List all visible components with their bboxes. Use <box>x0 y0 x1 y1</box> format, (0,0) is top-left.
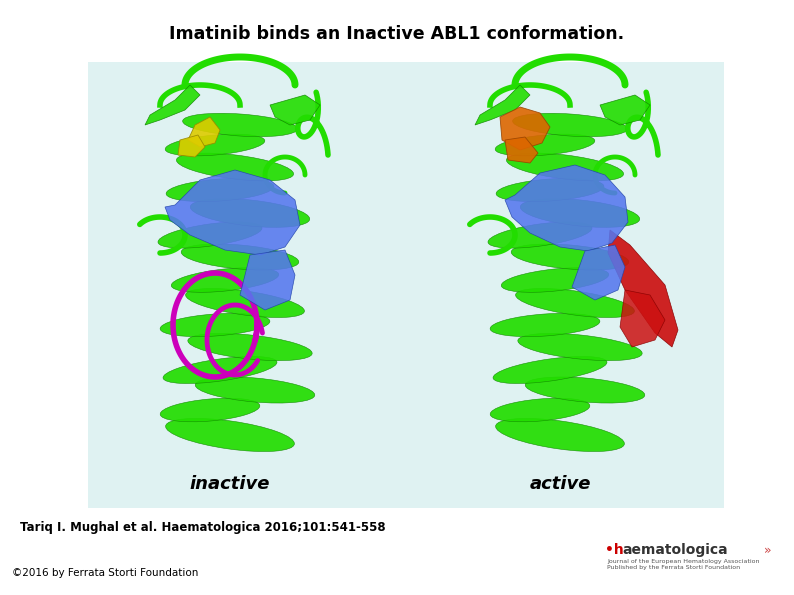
Ellipse shape <box>513 113 627 137</box>
Polygon shape <box>145 85 200 125</box>
Polygon shape <box>475 85 530 125</box>
Polygon shape <box>178 135 205 157</box>
Ellipse shape <box>181 244 299 270</box>
Ellipse shape <box>166 418 295 452</box>
Text: Published by the Ferrata Storti Foundation: Published by the Ferrata Storti Foundati… <box>607 565 740 571</box>
Text: aematologica: aematologica <box>622 543 727 557</box>
Ellipse shape <box>165 134 265 156</box>
Polygon shape <box>270 95 320 125</box>
Ellipse shape <box>160 314 270 337</box>
Ellipse shape <box>515 289 634 318</box>
Ellipse shape <box>490 314 600 337</box>
Polygon shape <box>505 165 628 251</box>
Ellipse shape <box>501 268 609 292</box>
Ellipse shape <box>183 113 298 137</box>
Ellipse shape <box>160 398 260 422</box>
Ellipse shape <box>488 222 592 248</box>
Text: active: active <box>530 475 591 493</box>
Ellipse shape <box>172 268 279 292</box>
Text: Imatinib binds an Inactive ABL1 conformation.: Imatinib binds an Inactive ABL1 conforma… <box>169 25 625 43</box>
FancyBboxPatch shape <box>88 62 724 508</box>
Ellipse shape <box>490 398 590 422</box>
Ellipse shape <box>158 222 262 248</box>
Text: Tariq I. Mughal et al. Haematologica 2016;101:541-558: Tariq I. Mughal et al. Haematologica 201… <box>20 521 386 534</box>
Ellipse shape <box>496 178 604 202</box>
Text: »: » <box>764 543 772 556</box>
Ellipse shape <box>186 289 304 318</box>
Text: inactive: inactive <box>190 475 270 493</box>
Ellipse shape <box>507 153 623 181</box>
Polygon shape <box>600 95 650 125</box>
Text: •h: •h <box>605 543 624 557</box>
Ellipse shape <box>176 153 294 181</box>
Polygon shape <box>188 117 220 147</box>
Polygon shape <box>165 170 300 255</box>
Ellipse shape <box>163 356 277 384</box>
Ellipse shape <box>518 333 642 361</box>
Ellipse shape <box>166 178 274 202</box>
Polygon shape <box>608 230 678 347</box>
Ellipse shape <box>520 199 640 227</box>
Polygon shape <box>620 290 665 347</box>
Text: Journal of the European Hematology Association: Journal of the European Hematology Assoc… <box>607 559 760 563</box>
Polygon shape <box>240 250 295 310</box>
Ellipse shape <box>493 356 607 384</box>
Text: ©2016 by Ferrata Storti Foundation: ©2016 by Ferrata Storti Foundation <box>12 568 198 578</box>
Ellipse shape <box>495 418 624 452</box>
Ellipse shape <box>195 377 314 403</box>
Ellipse shape <box>525 377 645 403</box>
Ellipse shape <box>511 244 629 270</box>
Polygon shape <box>500 107 550 150</box>
Polygon shape <box>505 137 538 163</box>
Polygon shape <box>572 245 625 300</box>
Ellipse shape <box>188 333 312 361</box>
Ellipse shape <box>495 134 595 156</box>
Ellipse shape <box>191 199 310 227</box>
